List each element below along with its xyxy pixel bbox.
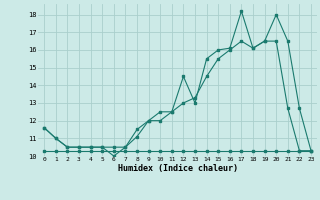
X-axis label: Humidex (Indice chaleur): Humidex (Indice chaleur) xyxy=(118,164,238,173)
